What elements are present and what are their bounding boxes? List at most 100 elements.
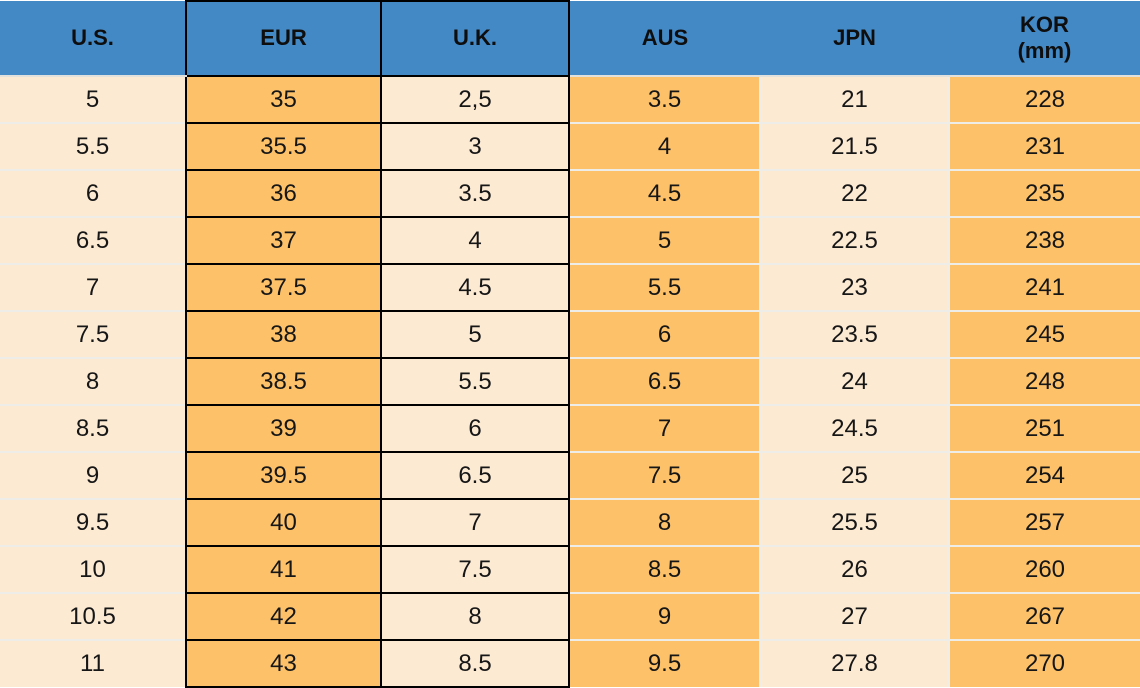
table-cell: 37.5 [185, 263, 382, 311]
column-header-eur: EUR [185, 0, 382, 77]
table-row: 6 36 3.5 4.5 22 235 [0, 169, 1140, 217]
table-cell: 7 [569, 404, 760, 452]
table-cell: 235 [948, 169, 1140, 217]
table-cell: 36 [185, 169, 382, 217]
table-cell: 2,5 [381, 75, 570, 123]
table-row: 10.5 42 8 9 27 267 [0, 592, 1140, 640]
table-cell: 6.5 [0, 216, 186, 264]
table-cell: 5.5 [0, 122, 186, 170]
table-cell: 7.5 [381, 545, 570, 593]
table-cell: 8 [381, 592, 570, 640]
column-header-jpn: JPN [760, 1, 949, 77]
column-header-kor: KOR (mm) [949, 1, 1140, 77]
table-cell: 8.5 [0, 404, 186, 452]
table-cell: 11 [0, 639, 186, 687]
table-cell: 8.5 [569, 545, 760, 593]
table-cell: 5 [0, 75, 186, 123]
table-cell: 42 [185, 592, 382, 640]
table-cell: 10 [0, 545, 186, 593]
table-cell: 251 [948, 404, 1140, 452]
table-row: 6.5 37 4 5 22.5 238 [0, 216, 1140, 264]
table-cell: 4 [569, 122, 760, 170]
table-row: 9 39.5 6.5 7.5 25 254 [0, 451, 1140, 499]
table-cell: 5.5 [381, 357, 570, 405]
table-cell: 10.5 [0, 592, 186, 640]
table-cell: 5 [381, 310, 570, 358]
table-cell: 5.5 [569, 263, 760, 311]
table-cell: 23.5 [759, 310, 949, 358]
table-cell: 3.5 [569, 75, 760, 123]
table-row: 9.5 40 7 8 25.5 257 [0, 498, 1140, 546]
table-cell: 4 [381, 216, 570, 264]
table-cell: 23 [759, 263, 949, 311]
column-header-aus: AUS [569, 1, 760, 77]
table-cell: 3 [381, 122, 570, 170]
table-cell: 38 [185, 310, 382, 358]
table-cell: 4.5 [569, 169, 760, 217]
table-cell: 40 [185, 498, 382, 546]
table-cell: 9.5 [0, 498, 186, 546]
table-row: 10 41 7.5 8.5 26 260 [0, 545, 1140, 593]
table-cell: 7 [0, 263, 186, 311]
table-cell: 231 [948, 122, 1140, 170]
table-cell: 267 [948, 592, 1140, 640]
table-cell: 257 [948, 498, 1140, 546]
table-cell: 24.5 [759, 404, 949, 452]
table-cell: 7.5 [0, 310, 186, 358]
table-cell: 6.5 [569, 357, 760, 405]
table-cell: 39.5 [185, 451, 382, 499]
column-header-kor-unit: (mm) [1017, 38, 1072, 63]
table-cell: 21.5 [759, 122, 949, 170]
table-cell: 21 [759, 75, 949, 123]
table-cell: 22.5 [759, 216, 949, 264]
table-row: 7 37.5 4.5 5.5 23 241 [0, 263, 1140, 311]
table-cell: 41 [185, 545, 382, 593]
table-body: 5 35 2,5 3.5 21 228 5.5 35.5 3 4 21.5 231 6 36 3.5 4.5 2… [0, 75, 1140, 688]
table-cell: 22 [759, 169, 949, 217]
table-cell: 8 [569, 498, 760, 546]
table-cell: 9 [0, 451, 186, 499]
table-cell: 228 [948, 75, 1140, 123]
table-cell: 8.5 [381, 639, 570, 688]
table-cell: 6 [381, 404, 570, 452]
table-cell: 9.5 [569, 639, 760, 687]
table-row: 11 43 8.5 9.5 27.8 270 [0, 639, 1140, 688]
table-cell: 6 [569, 310, 760, 358]
table-row: 8.5 39 6 7 24.5 251 [0, 404, 1140, 452]
table-cell: 270 [948, 639, 1140, 687]
table-cell: 37 [185, 216, 382, 264]
column-header-kor-label: KOR [1020, 11, 1069, 37]
table-cell: 248 [948, 357, 1140, 405]
table-cell: 35 [185, 75, 382, 123]
table-cell: 4.5 [381, 263, 570, 311]
table-cell: 25 [759, 451, 949, 499]
table-cell: 6 [0, 169, 186, 217]
table-cell: 26 [759, 545, 949, 593]
table-cell: 38.5 [185, 357, 382, 405]
table-row: 7.5 38 5 6 23.5 245 [0, 310, 1140, 358]
table-cell: 254 [948, 451, 1140, 499]
table-row: 5.5 35.5 3 4 21.5 231 [0, 122, 1140, 170]
table-cell: 7.5 [569, 451, 760, 499]
table-cell: 238 [948, 216, 1140, 264]
table-cell: 24 [759, 357, 949, 405]
table-row: 5 35 2,5 3.5 21 228 [0, 75, 1140, 123]
column-header-uk: U.K. [381, 0, 570, 77]
table-cell: 260 [948, 545, 1140, 593]
table-cell: 8 [0, 357, 186, 405]
table-cell: 6.5 [381, 451, 570, 499]
table-cell: 9 [569, 592, 760, 640]
table-cell: 25.5 [759, 498, 949, 546]
table-cell: 3.5 [381, 169, 570, 217]
table-cell: 27 [759, 592, 949, 640]
table-cell: 27.8 [759, 639, 949, 687]
table-cell: 7 [381, 498, 570, 546]
table-header-row: U.S. EUR U.K. AUS JPN KOR (mm) [0, 0, 1140, 77]
table-cell: 43 [185, 639, 382, 688]
table-cell: 5 [569, 216, 760, 264]
table-cell: 241 [948, 263, 1140, 311]
table-row: 8 38.5 5.5 6.5 24 248 [0, 357, 1140, 405]
table-cell: 35.5 [185, 122, 382, 170]
